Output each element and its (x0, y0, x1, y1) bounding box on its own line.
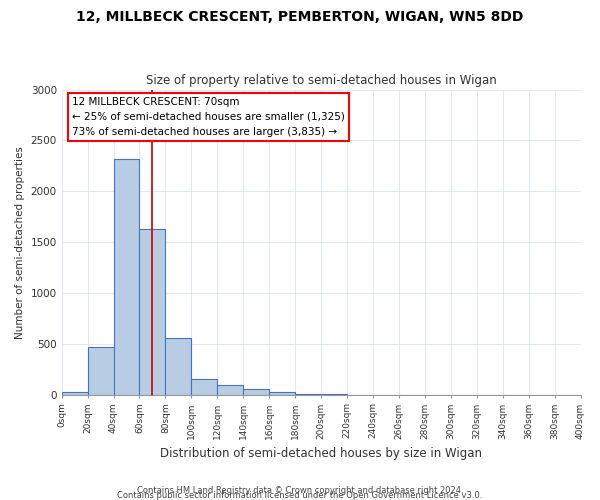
X-axis label: Distribution of semi-detached houses by size in Wigan: Distribution of semi-detached houses by … (160, 447, 482, 460)
Y-axis label: Number of semi-detached properties: Number of semi-detached properties (15, 146, 25, 338)
Text: 12, MILLBECK CRESCENT, PEMBERTON, WIGAN, WN5 8DD: 12, MILLBECK CRESCENT, PEMBERTON, WIGAN,… (76, 10, 524, 24)
Bar (191, 380, 217, 394)
Bar (113, 158, 139, 394)
Bar (166, 338, 191, 394)
Bar (88, 347, 113, 395)
Bar (62, 392, 88, 394)
Text: 12 MILLBECK CRESCENT: 70sqm
← 25% of semi-detached houses are smaller (1,325)
73: 12 MILLBECK CRESCENT: 70sqm ← 25% of sem… (72, 97, 345, 137)
Bar (269, 392, 295, 394)
Text: Contains public sector information licensed under the Open Government Licence v3: Contains public sector information licen… (118, 491, 482, 500)
Title: Size of property relative to semi-detached houses in Wigan: Size of property relative to semi-detach… (146, 74, 496, 87)
Text: Contains HM Land Registry data © Crown copyright and database right 2024.: Contains HM Land Registry data © Crown c… (137, 486, 463, 495)
Bar (243, 389, 269, 394)
Bar (139, 229, 166, 394)
Bar (217, 386, 243, 394)
